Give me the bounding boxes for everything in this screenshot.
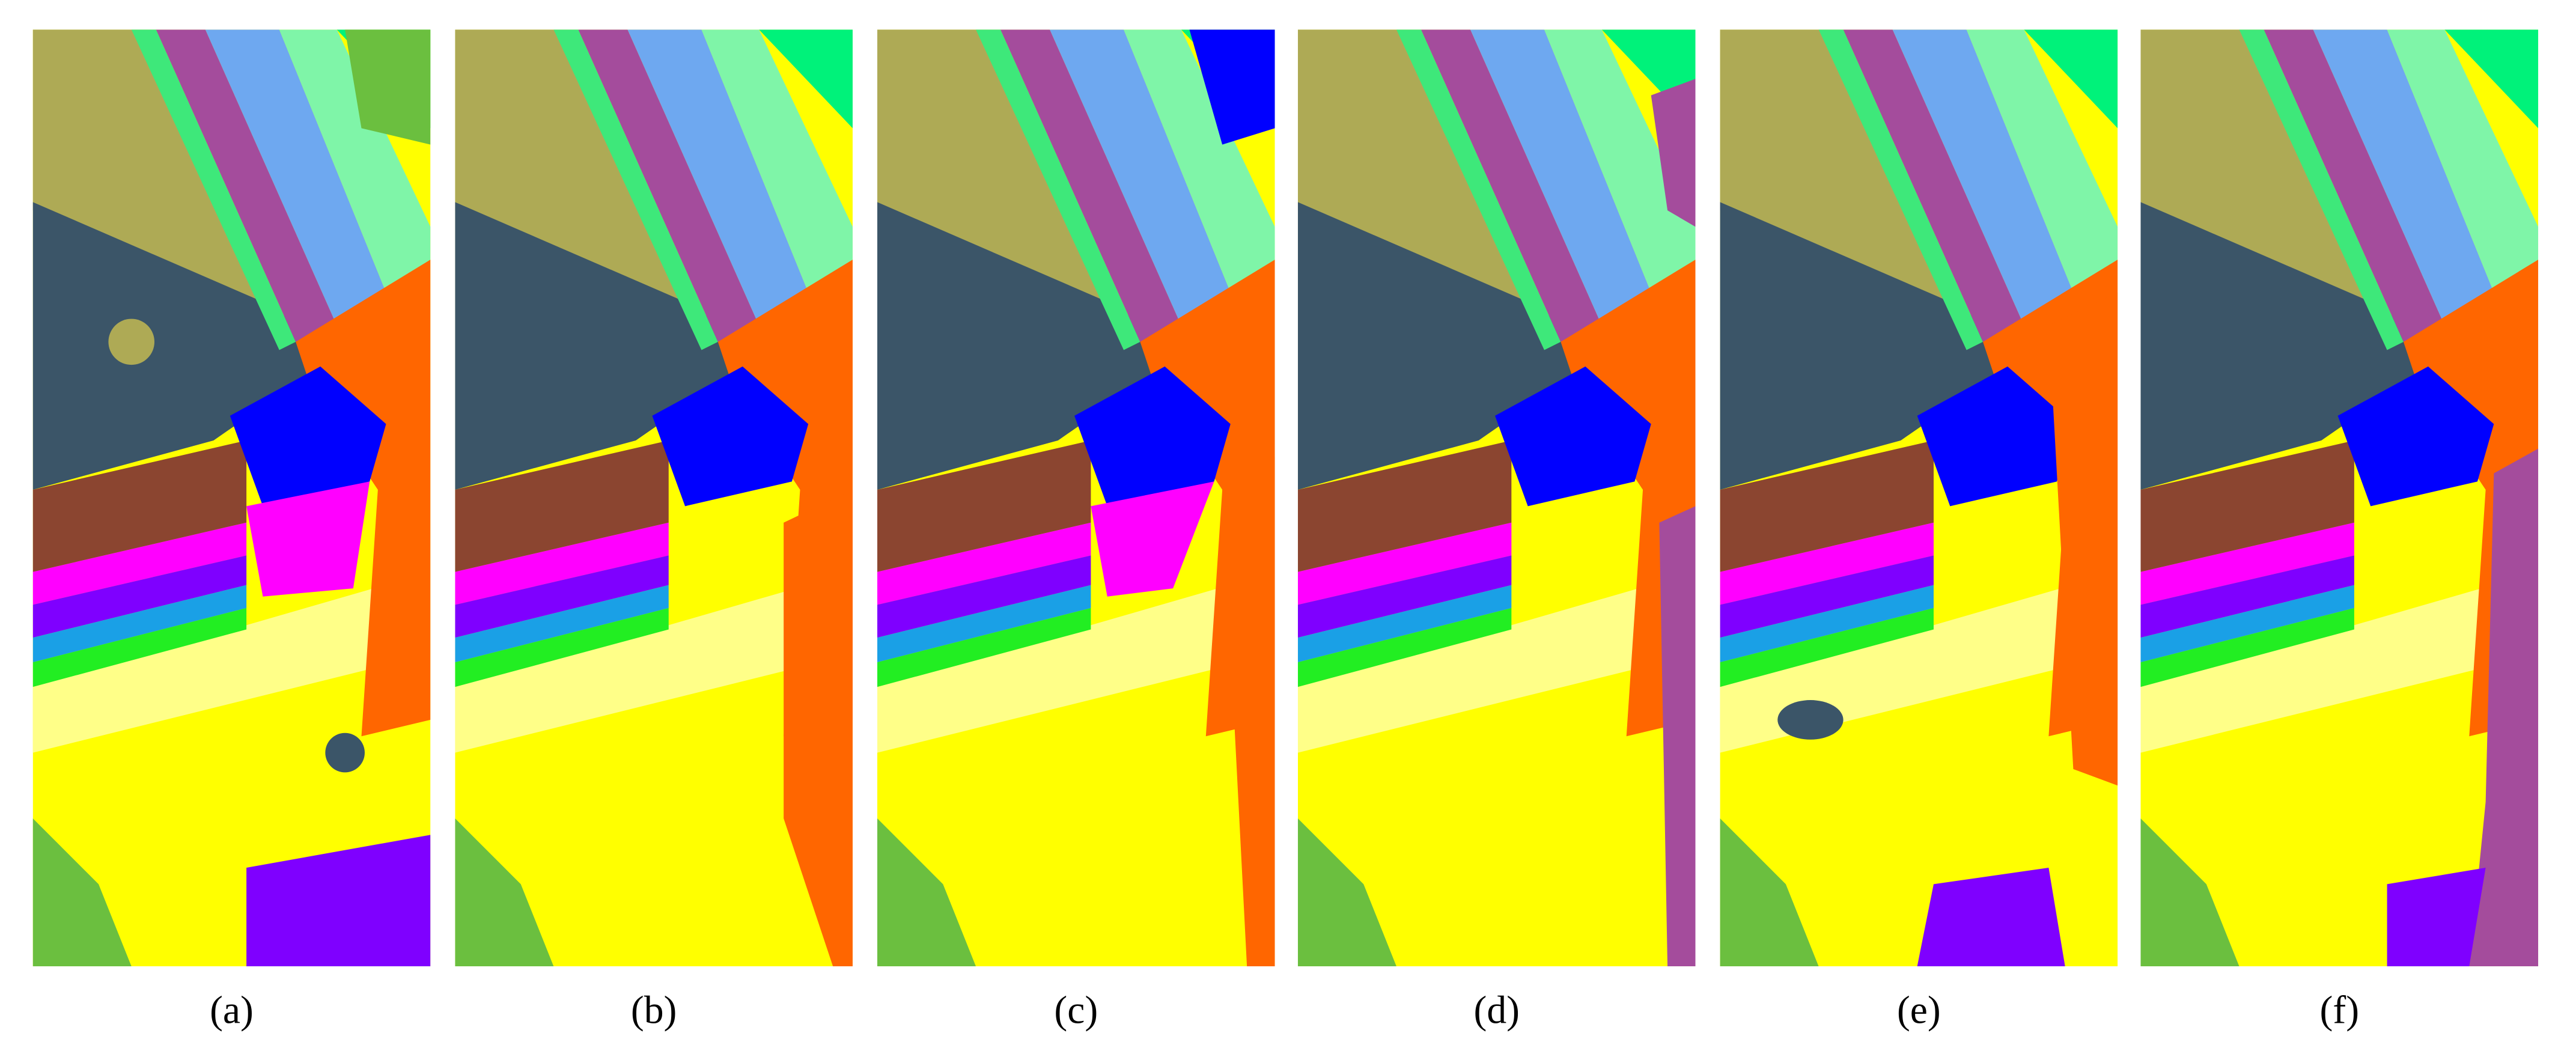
map-image [877,29,1275,967]
panel-e [1720,29,2118,967]
map-image [1720,29,2118,967]
panel-c [877,29,1275,967]
panel-label: (b) [631,988,677,1032]
panel-label: (a) [210,988,254,1032]
panel-label: (d) [1473,988,1520,1032]
panel-f [2140,29,2539,967]
map-image [455,29,853,967]
map-image [2140,29,2539,967]
panel-label: (c) [1054,988,1098,1032]
panel-d [1297,29,1696,967]
panel-a [32,29,431,967]
panel-label: (f) [2320,988,2360,1032]
panel-label: (e) [1897,988,1941,1032]
map-image [32,29,431,967]
map-image [1297,29,1696,967]
captions: (a) (b) (c) (d) (e) (f) [210,988,2359,1032]
panel-b [455,29,853,967]
